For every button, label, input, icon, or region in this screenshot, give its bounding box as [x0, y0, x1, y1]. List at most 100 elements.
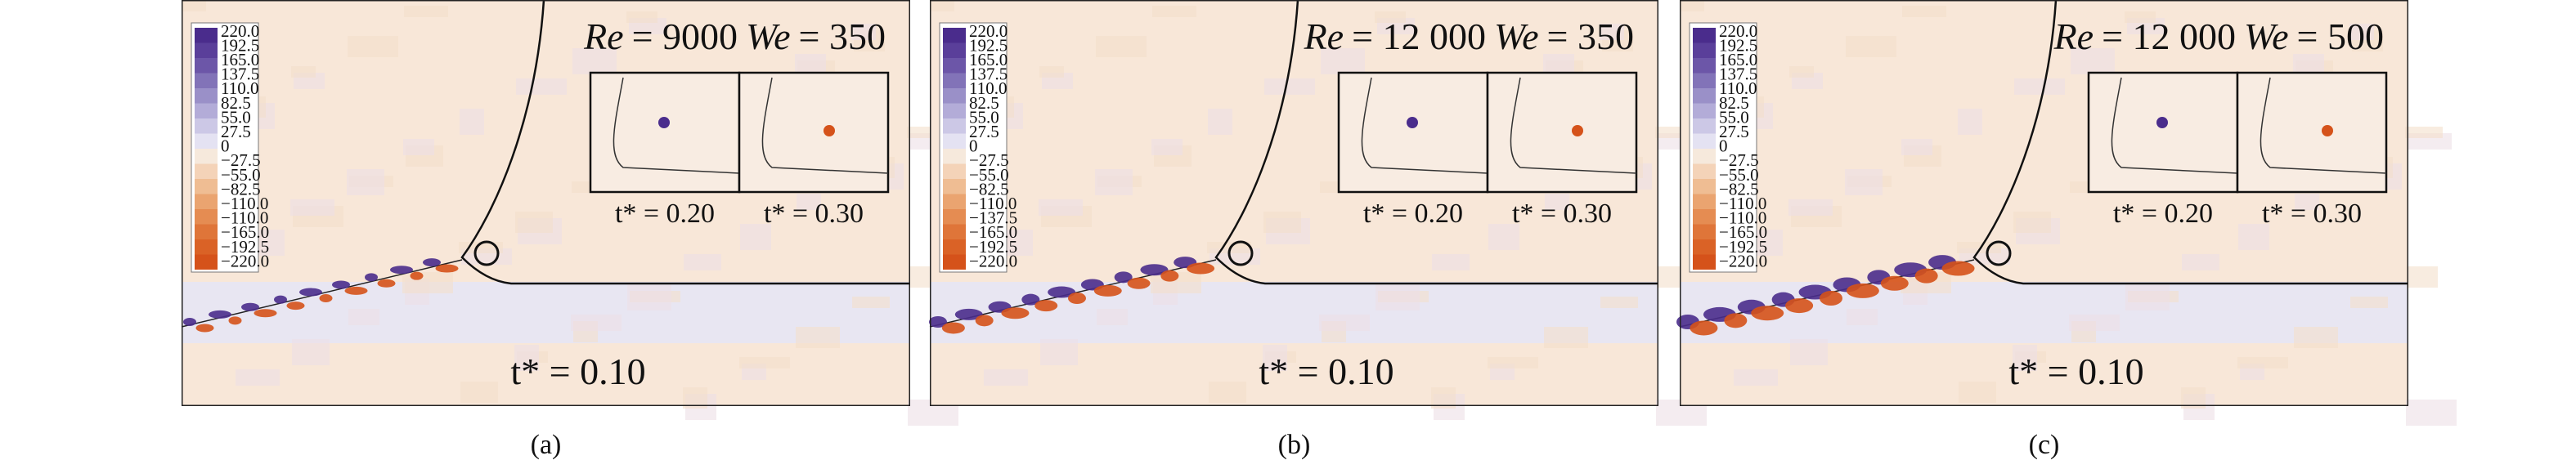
field-patch — [2013, 212, 2051, 233]
field-patch — [1600, 24, 1624, 40]
colorbar-label: −55.0 — [221, 165, 261, 185]
vortex — [1690, 320, 1718, 336]
colorbar-label: −27.5 — [221, 150, 261, 170]
panel-border — [930, 0, 1658, 406]
vortex — [410, 271, 424, 280]
field-patch — [684, 254, 721, 270]
colorbar-label: 0 — [969, 136, 978, 156]
vortex — [1093, 284, 1122, 297]
vortex — [254, 309, 277, 318]
colorbar-swatch — [1693, 209, 1716, 225]
field-patch — [739, 357, 790, 368]
colorbar-swatch — [943, 118, 966, 134]
colorbar-label: −192.5 — [221, 237, 269, 257]
colorbar-label: 55.0 — [1719, 107, 1749, 127]
colorbar-swatch — [195, 88, 218, 104]
inset-interface — [613, 77, 740, 174]
inset — [738, 71, 890, 194]
colorbar-label: 110.0 — [1719, 78, 1757, 98]
inset-label: t* = 0.30 — [764, 199, 864, 229]
colorbar-label: 137.5 — [1719, 65, 1757, 84]
colorbar-swatch — [195, 254, 218, 270]
field-patch — [1095, 169, 1133, 195]
colorbar-swatch — [943, 179, 966, 194]
field-patch — [740, 224, 771, 250]
colorbar-label: 55.0 — [221, 107, 251, 127]
colorbar-swatch — [1693, 163, 1716, 179]
vortex — [1127, 277, 1151, 289]
colorbar-label: 27.5 — [969, 122, 999, 141]
vortex — [195, 324, 214, 333]
time-label: t* = 0.10 — [2008, 351, 2143, 392]
caption: (a) — [531, 430, 562, 460]
colorbar-label: −55.0 — [1719, 165, 1759, 185]
field-patch — [1790, 339, 1828, 365]
colorbar-swatch — [943, 103, 966, 118]
field-patch — [852, 297, 890, 308]
vortex — [941, 322, 965, 334]
vortex — [1820, 291, 1842, 306]
inset-label: t* = 0.20 — [2113, 199, 2213, 229]
title-part: Re — [583, 16, 624, 57]
field-patch — [1264, 78, 1315, 95]
colorbar-swatch — [943, 28, 966, 43]
field-patch — [1319, 315, 1370, 331]
field-patch — [348, 36, 398, 57]
field-patch — [2238, 224, 2269, 250]
colorbar-label: −82.5 — [969, 179, 1009, 199]
vortex — [975, 315, 994, 327]
colorbar-label: 165.0 — [1719, 50, 1757, 69]
colorbar-swatch — [1693, 73, 1716, 88]
field-patch — [2294, 327, 2338, 348]
vortex — [332, 280, 350, 289]
field-patch — [2405, 127, 2443, 138]
colorbar-label: −55.0 — [969, 165, 1009, 185]
field-patch — [1845, 169, 1883, 195]
inset-drop — [2156, 117, 2168, 128]
colorbar-label: −82.5 — [221, 179, 261, 199]
colorbar-label: 165.0 — [969, 50, 1008, 69]
title-part: We — [2244, 16, 2289, 57]
field-patch — [2407, 266, 2438, 288]
field-patch — [236, 369, 280, 386]
field-patch — [1901, 139, 1932, 155]
vortex — [1140, 264, 1169, 276]
colorbar-label: −220.0 — [1719, 251, 1767, 270]
field-patch — [1151, 139, 1183, 155]
inset-label: t* = 0.30 — [1512, 199, 1612, 229]
colorbar-label: −220.0 — [221, 251, 269, 270]
colorbar-swatch — [943, 209, 966, 225]
colorbar-swatch — [1693, 194, 1716, 209]
colorbar-swatch — [195, 58, 218, 74]
caption: (b) — [1278, 430, 1311, 460]
field-patch — [347, 169, 384, 195]
title-part: = 9000 — [632, 16, 738, 57]
colorbar-swatch — [1693, 254, 1716, 270]
field-patch — [1208, 109, 1232, 135]
colorbar-label: 82.5 — [1719, 93, 1749, 113]
title-part: We — [746, 16, 791, 57]
colorbar-swatch — [195, 179, 218, 194]
interface — [460, 0, 910, 285]
colorbar-swatch — [1693, 224, 1716, 239]
colorbar-label: 165.0 — [221, 50, 259, 69]
field-patch — [796, 327, 840, 348]
field-patch — [1321, 48, 1365, 74]
colorbar-label: 55.0 — [969, 107, 999, 127]
colorbar-swatch — [195, 209, 218, 225]
colorbar-label: 110.0 — [969, 78, 1007, 98]
field-patch — [1096, 36, 1147, 57]
title-part: = 12 000 — [2102, 16, 2236, 57]
field-patch — [404, 6, 448, 17]
vortex — [1880, 275, 1909, 291]
field-patch — [460, 109, 484, 135]
inset-label: t* = 0.30 — [2262, 199, 2362, 229]
vortex — [929, 316, 947, 328]
field-patch — [2295, 194, 2319, 210]
vortex — [183, 318, 196, 326]
vortex — [1785, 298, 1814, 314]
colorbar-label: −27.5 — [969, 150, 1009, 170]
inset-interface — [1361, 77, 1488, 174]
field-patch — [1902, 6, 1946, 17]
